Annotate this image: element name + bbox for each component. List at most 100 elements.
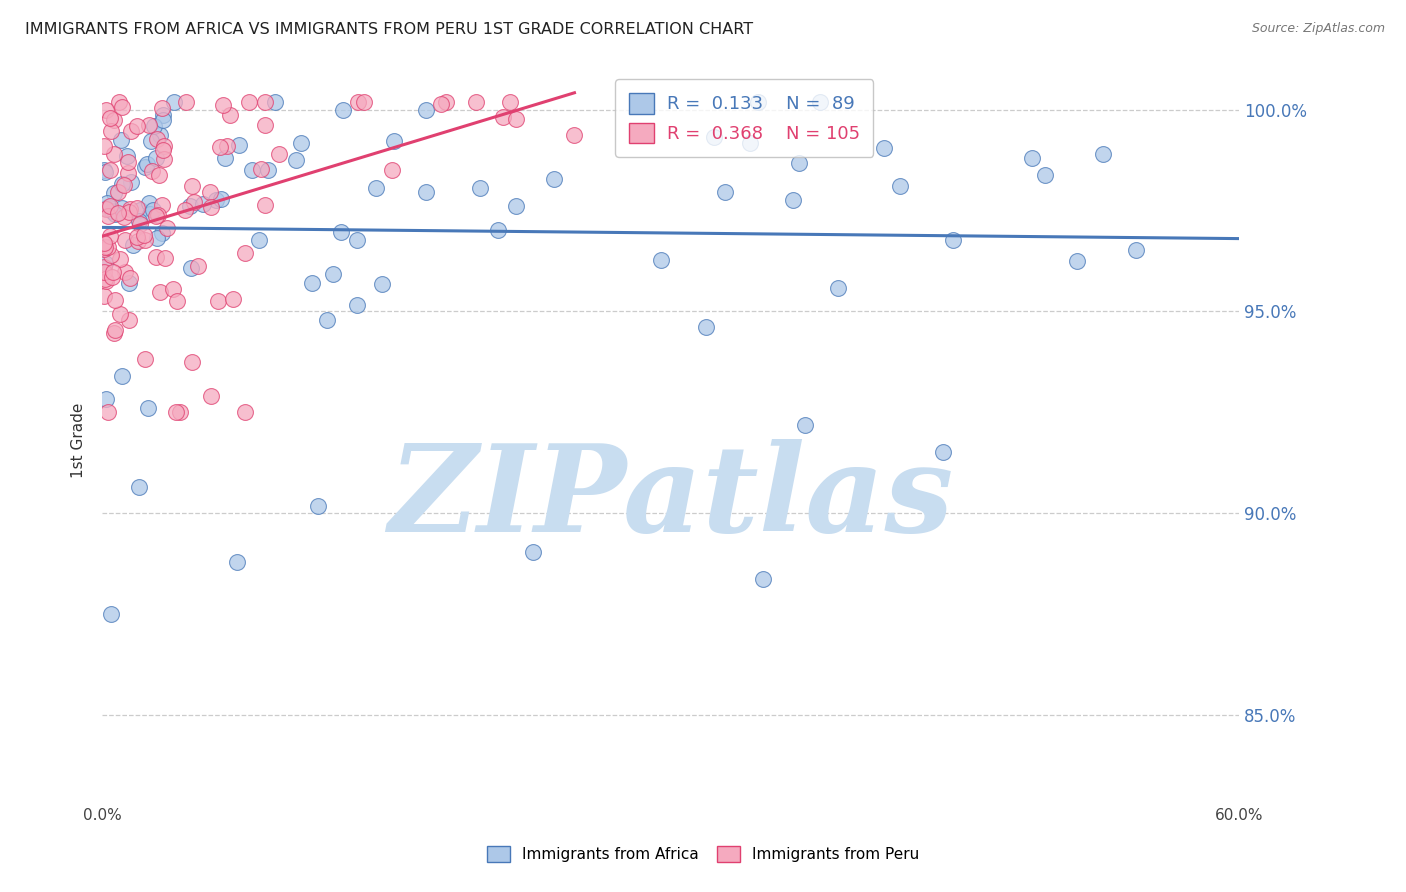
- Point: [222, 293, 245, 307]
- Legend: Immigrants from Africa, Immigrants from Peru: Immigrants from Africa, Immigrants from …: [481, 840, 925, 868]
- Point: [93, 237, 115, 252]
- Point: [94, 103, 117, 117]
- Point: [269, 147, 291, 161]
- Point: [152, 108, 174, 122]
- Point: [120, 124, 142, 138]
- Point: [353, 95, 375, 109]
- Point: [486, 222, 509, 236]
- Point: [226, 555, 249, 569]
- Point: [714, 185, 737, 199]
- Point: [94, 274, 117, 288]
- Point: [505, 112, 527, 126]
- Text: IMMIGRANTS FROM AFRICA VS IMMIGRANTS FROM PERU 1ST GRADE CORRELATION CHART: IMMIGRANTS FROM AFRICA VS IMMIGRANTS FRO…: [25, 22, 754, 37]
- Point: [564, 128, 586, 142]
- Point: [125, 119, 148, 133]
- Point: [117, 155, 139, 169]
- Point: [181, 178, 204, 193]
- Text: Source: ZipAtlas.com: Source: ZipAtlas.com: [1251, 22, 1385, 36]
- Point: [285, 153, 308, 167]
- Point: [134, 160, 156, 174]
- Point: [112, 210, 135, 224]
- Point: [179, 199, 201, 213]
- Text: ZIPatlas: ZIPatlas: [388, 440, 953, 558]
- Point: [254, 95, 277, 109]
- Point: [889, 179, 911, 194]
- Point: [240, 163, 263, 178]
- Point: [522, 545, 544, 559]
- Point: [290, 136, 312, 151]
- Point: [219, 108, 242, 122]
- Point: [100, 607, 122, 621]
- Point: [415, 103, 437, 117]
- Point: [233, 246, 256, 260]
- Point: [96, 210, 118, 224]
- Point: [108, 307, 131, 321]
- Point: [827, 280, 849, 294]
- Point: [150, 198, 173, 212]
- Point: [543, 171, 565, 186]
- Point: [346, 95, 368, 109]
- Point: [233, 405, 256, 419]
- Point: [110, 252, 132, 266]
- Point: [166, 294, 188, 309]
- Point: [250, 161, 273, 176]
- Point: [381, 162, 404, 177]
- Legend: R =  0.133    N =  89, R =  0.368    N = 105: R = 0.133 N = 89, R = 0.368 N = 105: [616, 79, 873, 157]
- Point: [118, 202, 141, 216]
- Point: [132, 227, 155, 242]
- Point: [94, 240, 117, 254]
- Point: [145, 151, 167, 165]
- Point: [94, 202, 117, 216]
- Point: [228, 137, 250, 152]
- Point: [112, 178, 135, 192]
- Point: [180, 260, 202, 275]
- Point: [793, 417, 815, 432]
- Point: [382, 134, 405, 148]
- Point: [118, 205, 141, 219]
- Point: [364, 181, 387, 195]
- Point: [212, 98, 235, 112]
- Point: [98, 199, 121, 213]
- Point: [492, 110, 515, 124]
- Point: [468, 181, 491, 195]
- Point: [98, 228, 121, 243]
- Point: [93, 265, 115, 279]
- Point: [162, 282, 184, 296]
- Point: [152, 143, 174, 157]
- Point: [330, 225, 353, 239]
- Point: [136, 401, 159, 415]
- Point: [141, 163, 163, 178]
- Point: [107, 206, 129, 220]
- Point: [110, 133, 132, 147]
- Point: [94, 165, 117, 179]
- Point: [93, 139, 115, 153]
- Point: [873, 141, 896, 155]
- Point: [316, 313, 339, 327]
- Point: [125, 201, 148, 215]
- Point: [247, 233, 270, 247]
- Point: [434, 95, 457, 109]
- Point: [96, 195, 118, 210]
- Point: [200, 201, 222, 215]
- Point: [103, 147, 125, 161]
- Point: [104, 323, 127, 337]
- Point: [204, 193, 226, 207]
- Point: [93, 260, 115, 274]
- Point: [145, 231, 167, 245]
- Point: [183, 195, 205, 210]
- Point: [98, 163, 121, 178]
- Point: [942, 233, 965, 247]
- Point: [142, 119, 165, 133]
- Point: [150, 227, 173, 241]
- Point: [94, 392, 117, 406]
- Point: [152, 112, 174, 127]
- Point: [752, 572, 775, 586]
- Point: [209, 193, 232, 207]
- Point: [128, 213, 150, 227]
- Point: [256, 162, 278, 177]
- Point: [263, 95, 285, 109]
- Point: [156, 221, 179, 235]
- Point: [93, 163, 115, 178]
- Point: [146, 132, 169, 146]
- Point: [111, 368, 134, 383]
